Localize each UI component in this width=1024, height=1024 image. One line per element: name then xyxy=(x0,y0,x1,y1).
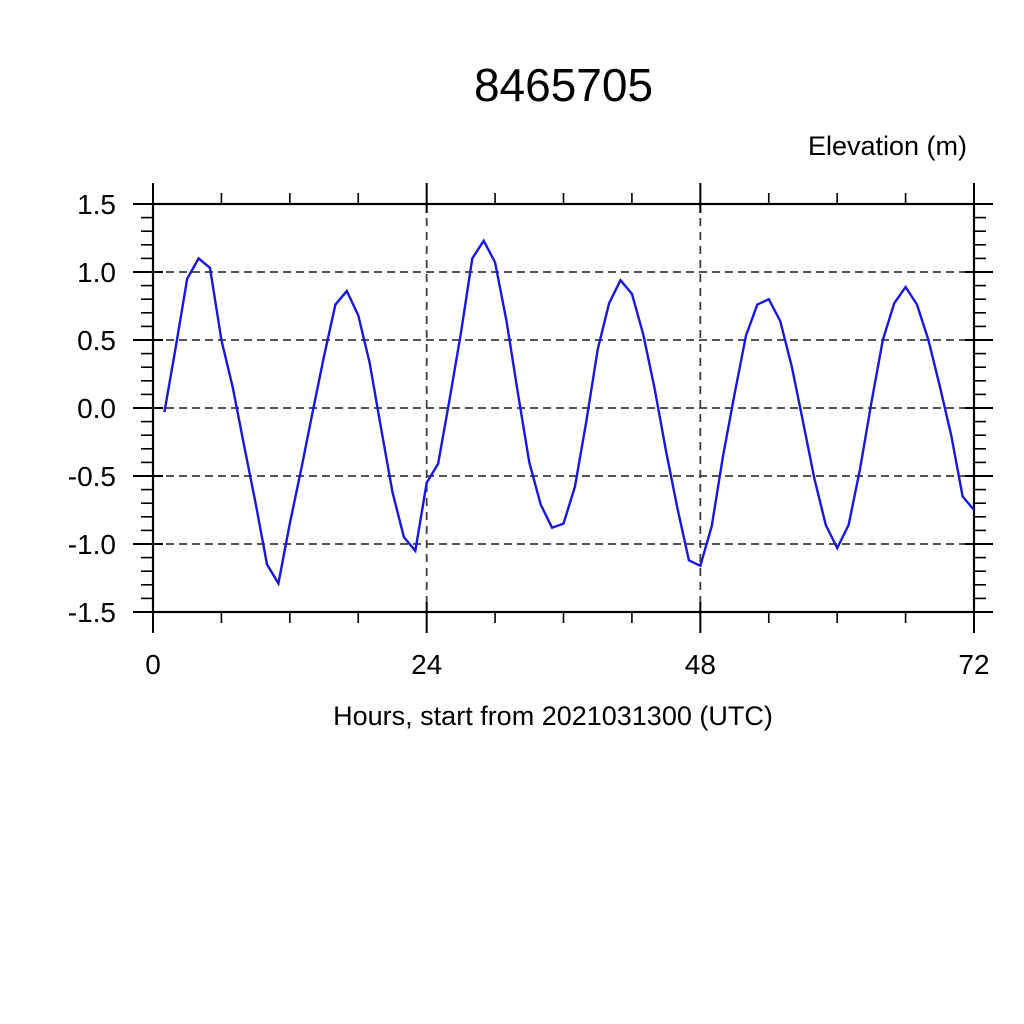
x-tick-label: 0 xyxy=(145,649,161,680)
x-tick-label: 24 xyxy=(411,649,442,680)
tide-line xyxy=(163,238,975,587)
tick-labels: 1.5 1.0 0.5 0.0 -0.5 -1.0 -1.5 0 24 48 72 xyxy=(68,189,990,680)
y-tick-label: 0.0 xyxy=(77,393,116,424)
y-tick-label: -1.5 xyxy=(68,597,116,628)
y-tick-label: 1.0 xyxy=(77,257,116,288)
axis-ticks xyxy=(133,183,993,633)
x-axis-title: Hours, start from 2021031300 (UTC) xyxy=(333,701,773,731)
chart-title: 8465705 xyxy=(473,59,654,111)
x-tick-label: 72 xyxy=(958,649,989,680)
y-axis-header: Elevation (m) xyxy=(807,131,967,161)
y-tick-label: -0.5 xyxy=(68,461,116,492)
y-tick-label: -1.0 xyxy=(68,529,116,560)
y-tick-label: 0.5 xyxy=(77,325,116,356)
y-tick-label: 1.5 xyxy=(77,189,116,220)
x-tick-label: 48 xyxy=(685,649,716,680)
grid-lines xyxy=(153,203,974,613)
